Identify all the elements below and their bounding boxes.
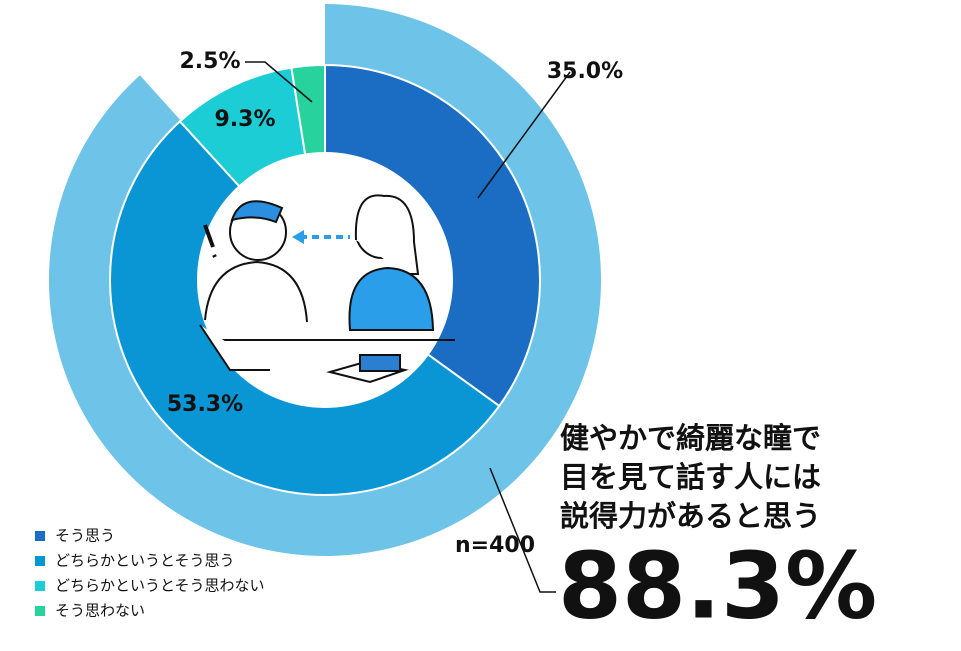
labels: 35.0% そう思う 53.3% どちらかというとそう思う 9.3% どちらかというとそう… <box>35 49 623 620</box>
legend-swatch <box>35 556 45 566</box>
leader-line <box>477 71 571 199</box>
headline: 健やかで綺麗な瞳で <box>560 421 821 455</box>
slice-label: 35.0% <box>547 59 623 84</box>
highlight-leader <box>489 467 556 593</box>
sample-size: n=400 <box>455 533 535 558</box>
illustration <box>197 152 455 408</box>
rings <box>48 4 601 557</box>
legend-label: そう思う <box>55 527 115 545</box>
legend-label: どちらかというとそう思う <box>55 552 235 570</box>
slice-label: 2.5% <box>179 49 240 74</box>
slice-label: 9.3% <box>214 107 275 132</box>
legend-label: どちらかというとそう思わない <box>55 577 265 595</box>
legend-swatch <box>35 531 45 541</box>
legend-label: そう思わない <box>55 602 145 620</box>
legend-swatch <box>35 606 45 616</box>
headline: 説得力があると思う <box>560 499 821 533</box>
slice-label: 53.3% <box>167 392 243 417</box>
legend-swatch <box>35 581 45 591</box>
leader-line <box>245 61 313 103</box>
headline: 目を見て話す人には <box>560 460 821 494</box>
highlight-value: 88.3% <box>558 532 877 639</box>
